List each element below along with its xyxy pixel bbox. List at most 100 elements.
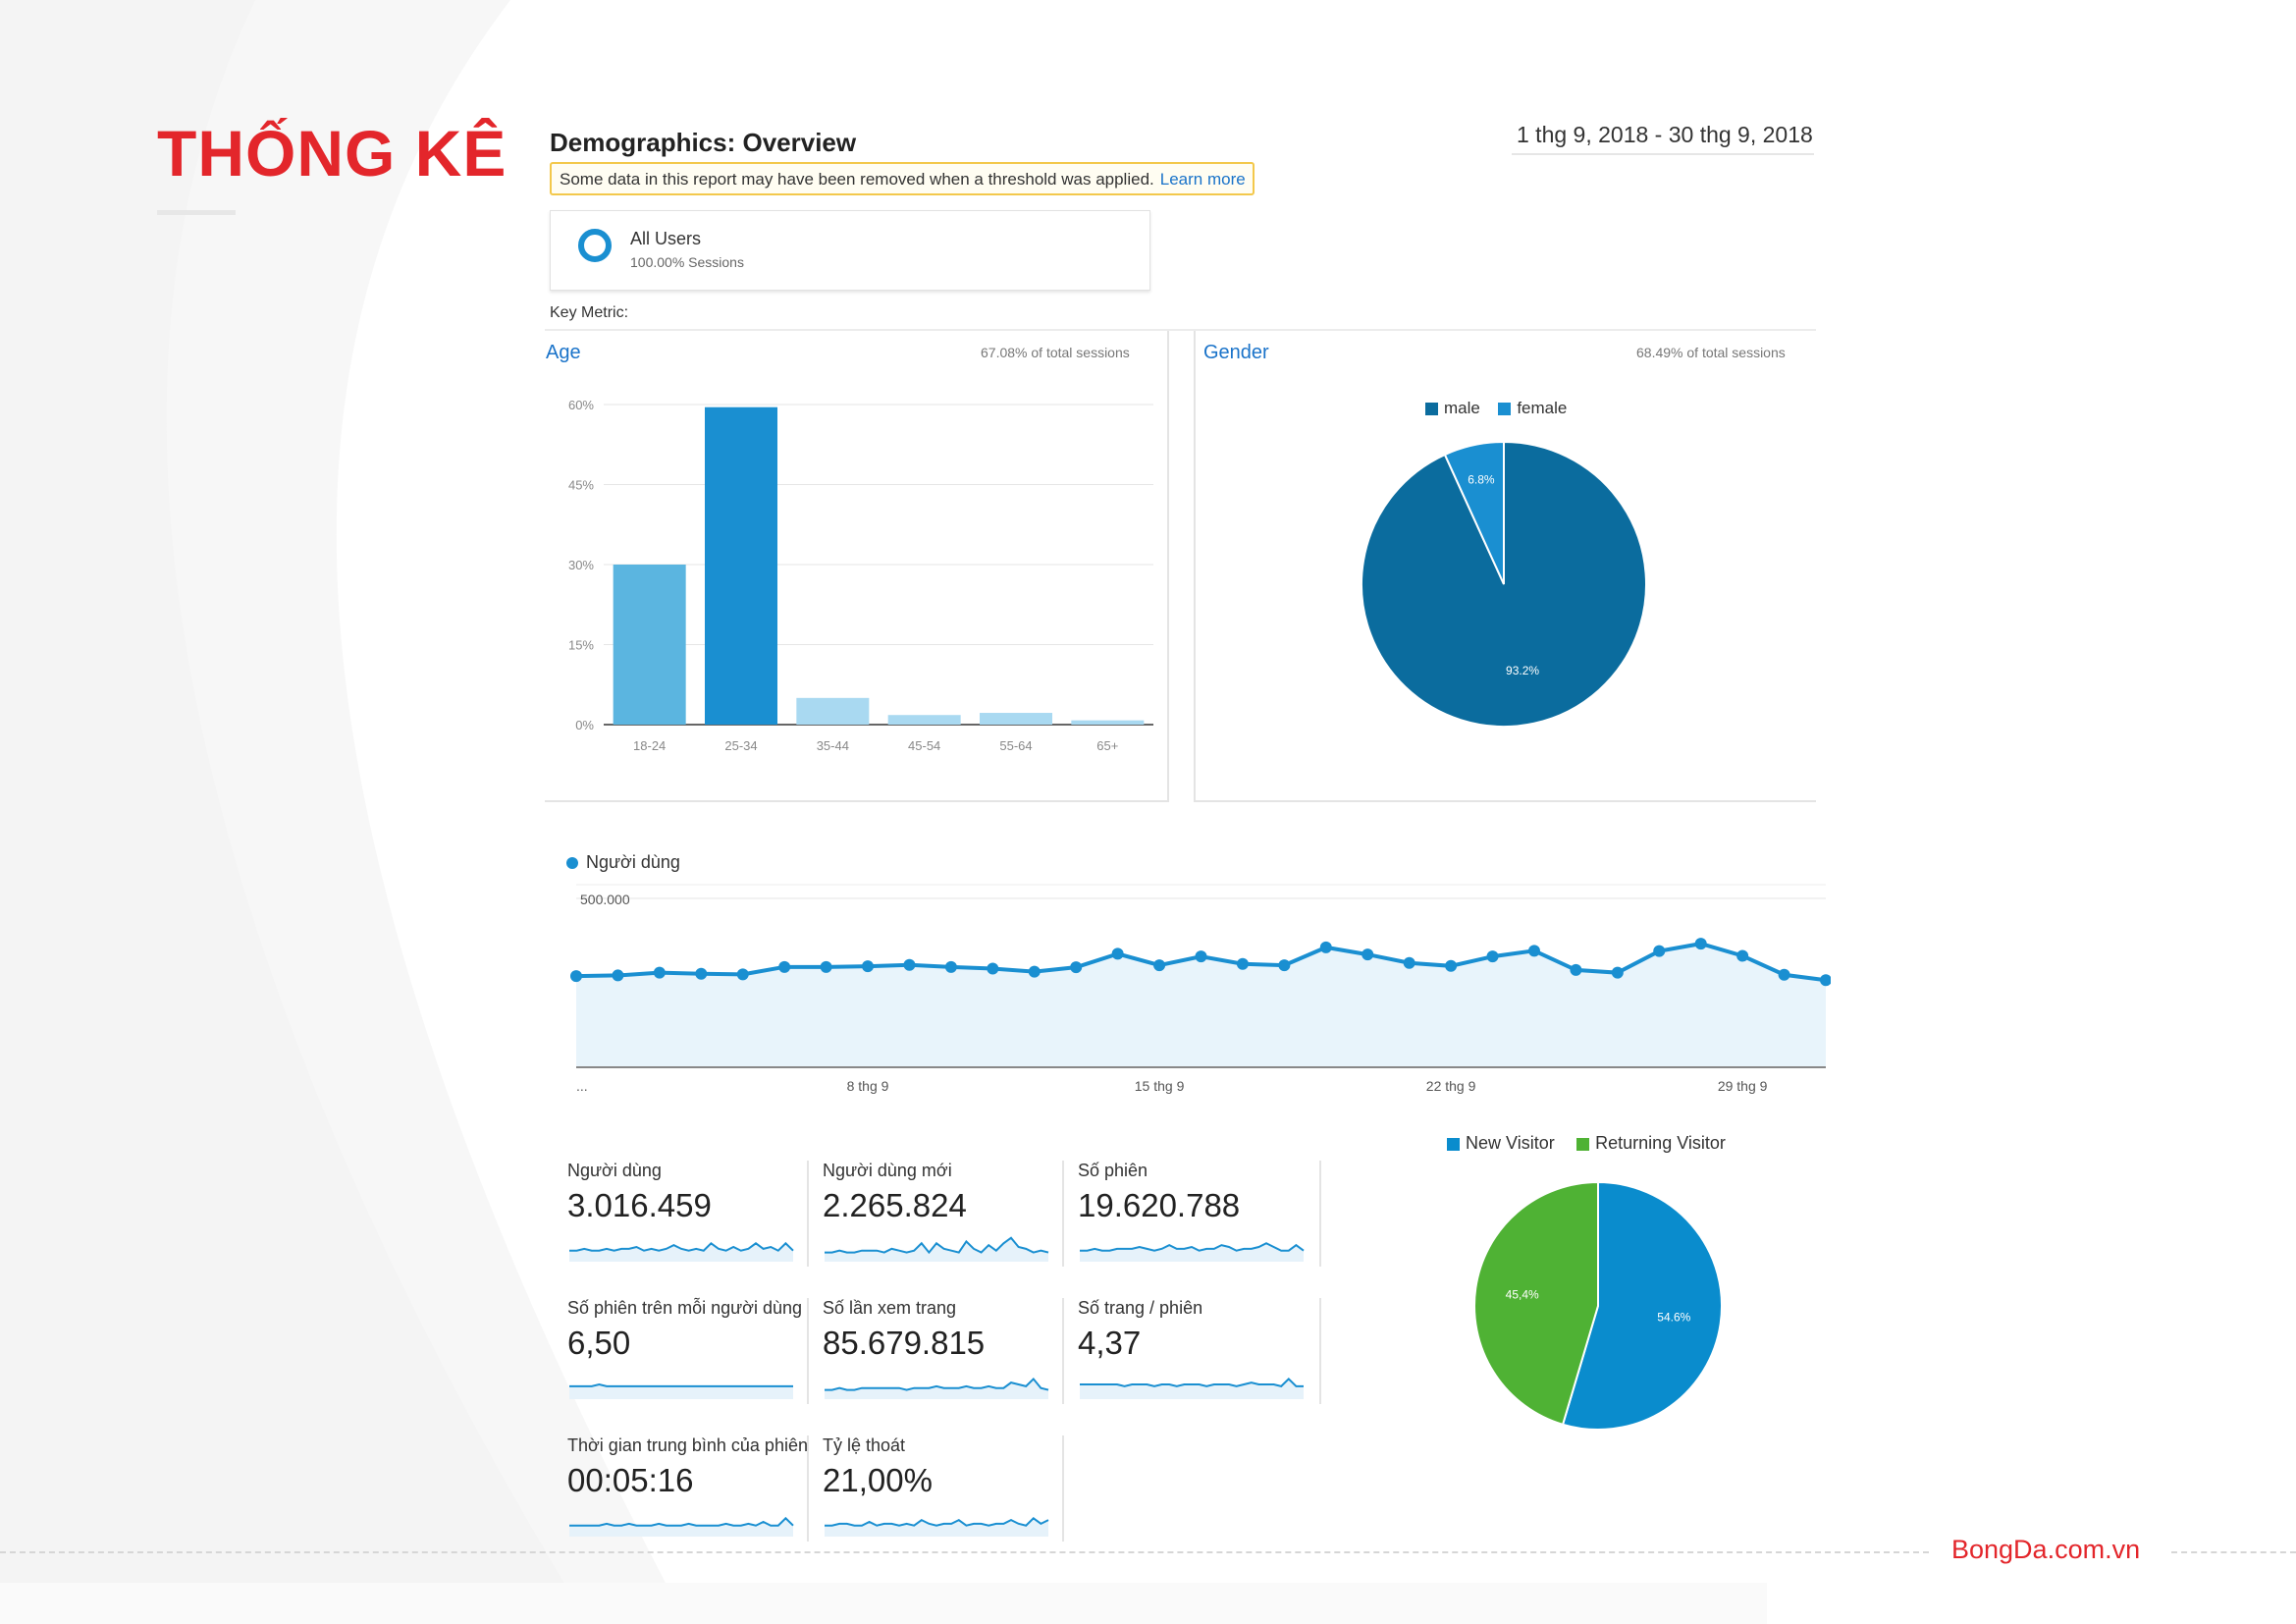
users-point[interactable]	[1028, 965, 1041, 978]
tile-divider	[1062, 1435, 1064, 1542]
age-bar-35-44[interactable]	[796, 697, 870, 725]
users-point[interactable]	[1403, 956, 1415, 969]
users-point[interactable]	[1486, 950, 1499, 963]
metric-tile[interactable]: Số trang / phiên 4,37	[1078, 1298, 1304, 1399]
age-ytick-label: 0%	[575, 718, 594, 732]
metric-tile[interactable]: Tỷ lệ thoát 21,00%	[823, 1435, 1049, 1537]
age-xtick-label: 35-44	[817, 738, 849, 753]
age-xtick-label: 55-64	[999, 738, 1032, 753]
metric-sparkline	[569, 1516, 794, 1537]
users-point[interactable]	[570, 970, 582, 983]
age-panel-title[interactable]: Age	[546, 342, 581, 363]
metric-tile[interactable]: Số phiên trên mỗi người dùng 6,50	[567, 1298, 803, 1399]
tile-divider	[1319, 1298, 1321, 1404]
gender-slice-female[interactable]	[1443, 440, 1505, 585]
users-point[interactable]	[1111, 947, 1124, 960]
date-range[interactable]: 1 thg 9, 2018 - 30 thg 9, 2018	[1517, 122, 1813, 147]
sparkline-fill	[569, 1243, 793, 1262]
age-panel-note: 67.08% of total sessions	[981, 345, 1130, 360]
age-bar-25-34[interactable]	[705, 406, 777, 725]
gender-slice-label: 6.8%	[1468, 473, 1495, 487]
legend-male-label: male	[1444, 399, 1480, 417]
users-point[interactable]	[1153, 959, 1166, 972]
age-xtick-label: 18-24	[633, 738, 666, 753]
users-point[interactable]	[862, 960, 875, 973]
metric-tile[interactable]: Thời gian trung bình của phiên 00:05:16	[567, 1435, 808, 1537]
users-point[interactable]	[1236, 957, 1249, 970]
users-point[interactable]	[778, 960, 791, 973]
age-bar-45-54[interactable]	[887, 715, 961, 725]
metric-label: Số phiên	[1078, 1161, 1148, 1180]
visitor-slice-label: 54.6%	[1657, 1310, 1690, 1324]
users-point[interactable]	[903, 958, 916, 971]
users-legend-dot	[566, 857, 578, 870]
users-point[interactable]	[1362, 948, 1374, 961]
key-metric-label: Key Metric:	[550, 304, 629, 321]
age-bar-55-64[interactable]	[980, 713, 1052, 725]
sparkline-line	[825, 1516, 1049, 1527]
users-point[interactable]	[1820, 974, 1831, 987]
learn-more-link[interactable]: Learn more	[1159, 170, 1246, 189]
legend-new-visitor-label: New Visitor	[1466, 1133, 1555, 1153]
age-ytick-label: 45%	[568, 478, 594, 493]
tile-divider	[1319, 1161, 1321, 1267]
users-point[interactable]	[736, 968, 749, 981]
metric-tile[interactable]: Người dùng 3.016.459	[567, 1161, 794, 1262]
users-point[interactable]	[1694, 938, 1707, 950]
panel-divider-left	[1167, 331, 1169, 802]
users-point[interactable]	[1278, 959, 1291, 972]
sparkline-line	[825, 1236, 1049, 1255]
users-point[interactable]	[1445, 959, 1458, 972]
users-point[interactable]	[1611, 966, 1624, 979]
visitor-slice-new-visitor[interactable]	[1561, 1180, 1723, 1431]
legend-returning-visitor-label: Returning Visitor	[1595, 1133, 1726, 1153]
gender-pie-chart: 93.2% 6.8%	[1361, 440, 1647, 728]
tile-divider	[807, 1161, 809, 1267]
brand-logo-text[interactable]: BongDa.com.vn	[1951, 1535, 2141, 1564]
legend-new-visitor-swatch	[1447, 1137, 1460, 1151]
metric-tile[interactable]: Số phiên 19.620.788	[1078, 1161, 1305, 1262]
users-point[interactable]	[944, 960, 957, 973]
age-bar-65+[interactable]	[1071, 720, 1145, 725]
sparkline-line	[1080, 1242, 1305, 1252]
metric-value: 3.016.459	[567, 1187, 712, 1223]
users-point[interactable]	[1319, 941, 1332, 953]
metric-value: 00:05:16	[567, 1462, 694, 1498]
users-point[interactable]	[695, 967, 708, 980]
users-xtick-label: ...	[576, 1078, 588, 1094]
users-area-fill	[576, 944, 1826, 1067]
users-point[interactable]	[820, 960, 832, 973]
users-point[interactable]	[612, 969, 624, 982]
users-point[interactable]	[1736, 949, 1749, 962]
age-ytick-label: 30%	[568, 558, 594, 572]
sparkline-line	[1080, 1378, 1304, 1387]
visitor-slice-returning-visitor[interactable]	[1473, 1180, 1599, 1427]
users-point[interactable]	[1778, 968, 1790, 981]
users-point[interactable]	[653, 966, 666, 979]
users-point[interactable]	[987, 962, 999, 975]
users-point[interactable]	[1570, 963, 1582, 976]
metric-sparkline	[1080, 1242, 1305, 1262]
age-xtick-label: 65+	[1096, 738, 1118, 753]
segment-ring-icon	[578, 229, 612, 262]
panel-divider-right	[1194, 331, 1196, 802]
users-point[interactable]	[1653, 945, 1666, 957]
users-point[interactable]	[1195, 950, 1207, 963]
users-point[interactable]	[1527, 945, 1540, 957]
metric-tile[interactable]: Người dùng mới 2.265.824	[823, 1161, 1049, 1262]
gender-panel-title[interactable]: Gender	[1203, 342, 1269, 363]
metric-label: Số lần xem trang	[823, 1298, 957, 1318]
age-bar-18-24[interactable]	[613, 565, 686, 725]
segment-sessions: 100.00% Sessions	[630, 254, 744, 270]
metric-label: Số phiên trên mỗi người dùng	[567, 1298, 803, 1318]
metric-value: 85.679.815	[823, 1325, 986, 1361]
users-area-chart: 500.000250.000...8 thg 915 thg 922 thg 9…	[570, 884, 1831, 1094]
metric-value: 19.620.788	[1078, 1187, 1241, 1223]
users-legend-label: Người dùng	[586, 852, 680, 872]
report-title: Demographics: Overview	[550, 128, 857, 157]
segment-card[interactable]: All Users 100.00% Sessions	[550, 210, 1150, 291]
tile-divider	[807, 1298, 809, 1404]
metric-tile[interactable]: Số lần xem trang 85.679.815	[823, 1298, 1049, 1399]
sparkline-fill	[569, 1384, 793, 1399]
users-point[interactable]	[1070, 961, 1083, 974]
